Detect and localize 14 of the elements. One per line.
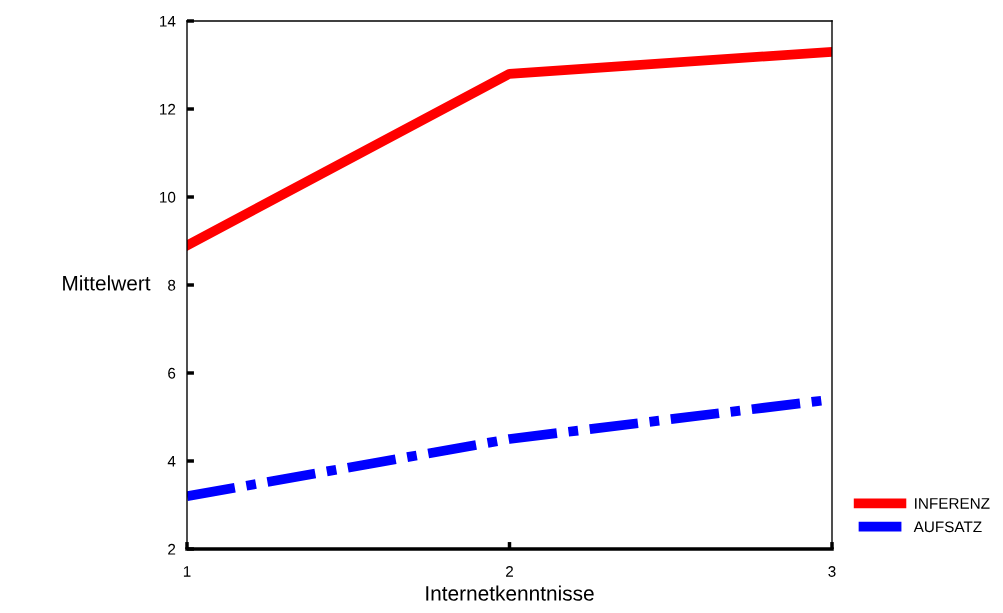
y-tick-label: 8 (168, 279, 176, 291)
x-tick-label: 1 (183, 566, 191, 577)
x-axis-title: Internetkenntnisse (426, 585, 594, 601)
y-axis-title: Mittelwert (63, 275, 151, 291)
y-tick-label: 10 (160, 191, 176, 203)
y-tick-label: 12 (160, 103, 176, 115)
legend-label: INFERENZ (915, 498, 990, 509)
legend-label: AUFSATZ (913, 521, 982, 533)
y-tick-label: 4 (167, 456, 176, 467)
x-tick-label: 2 (506, 566, 513, 577)
y-tick-label: 2 (168, 543, 176, 555)
y-tick-label: 6 (168, 367, 176, 379)
x-tick-label: 3 (828, 566, 836, 577)
y-tick-label: 14 (160, 16, 176, 27)
